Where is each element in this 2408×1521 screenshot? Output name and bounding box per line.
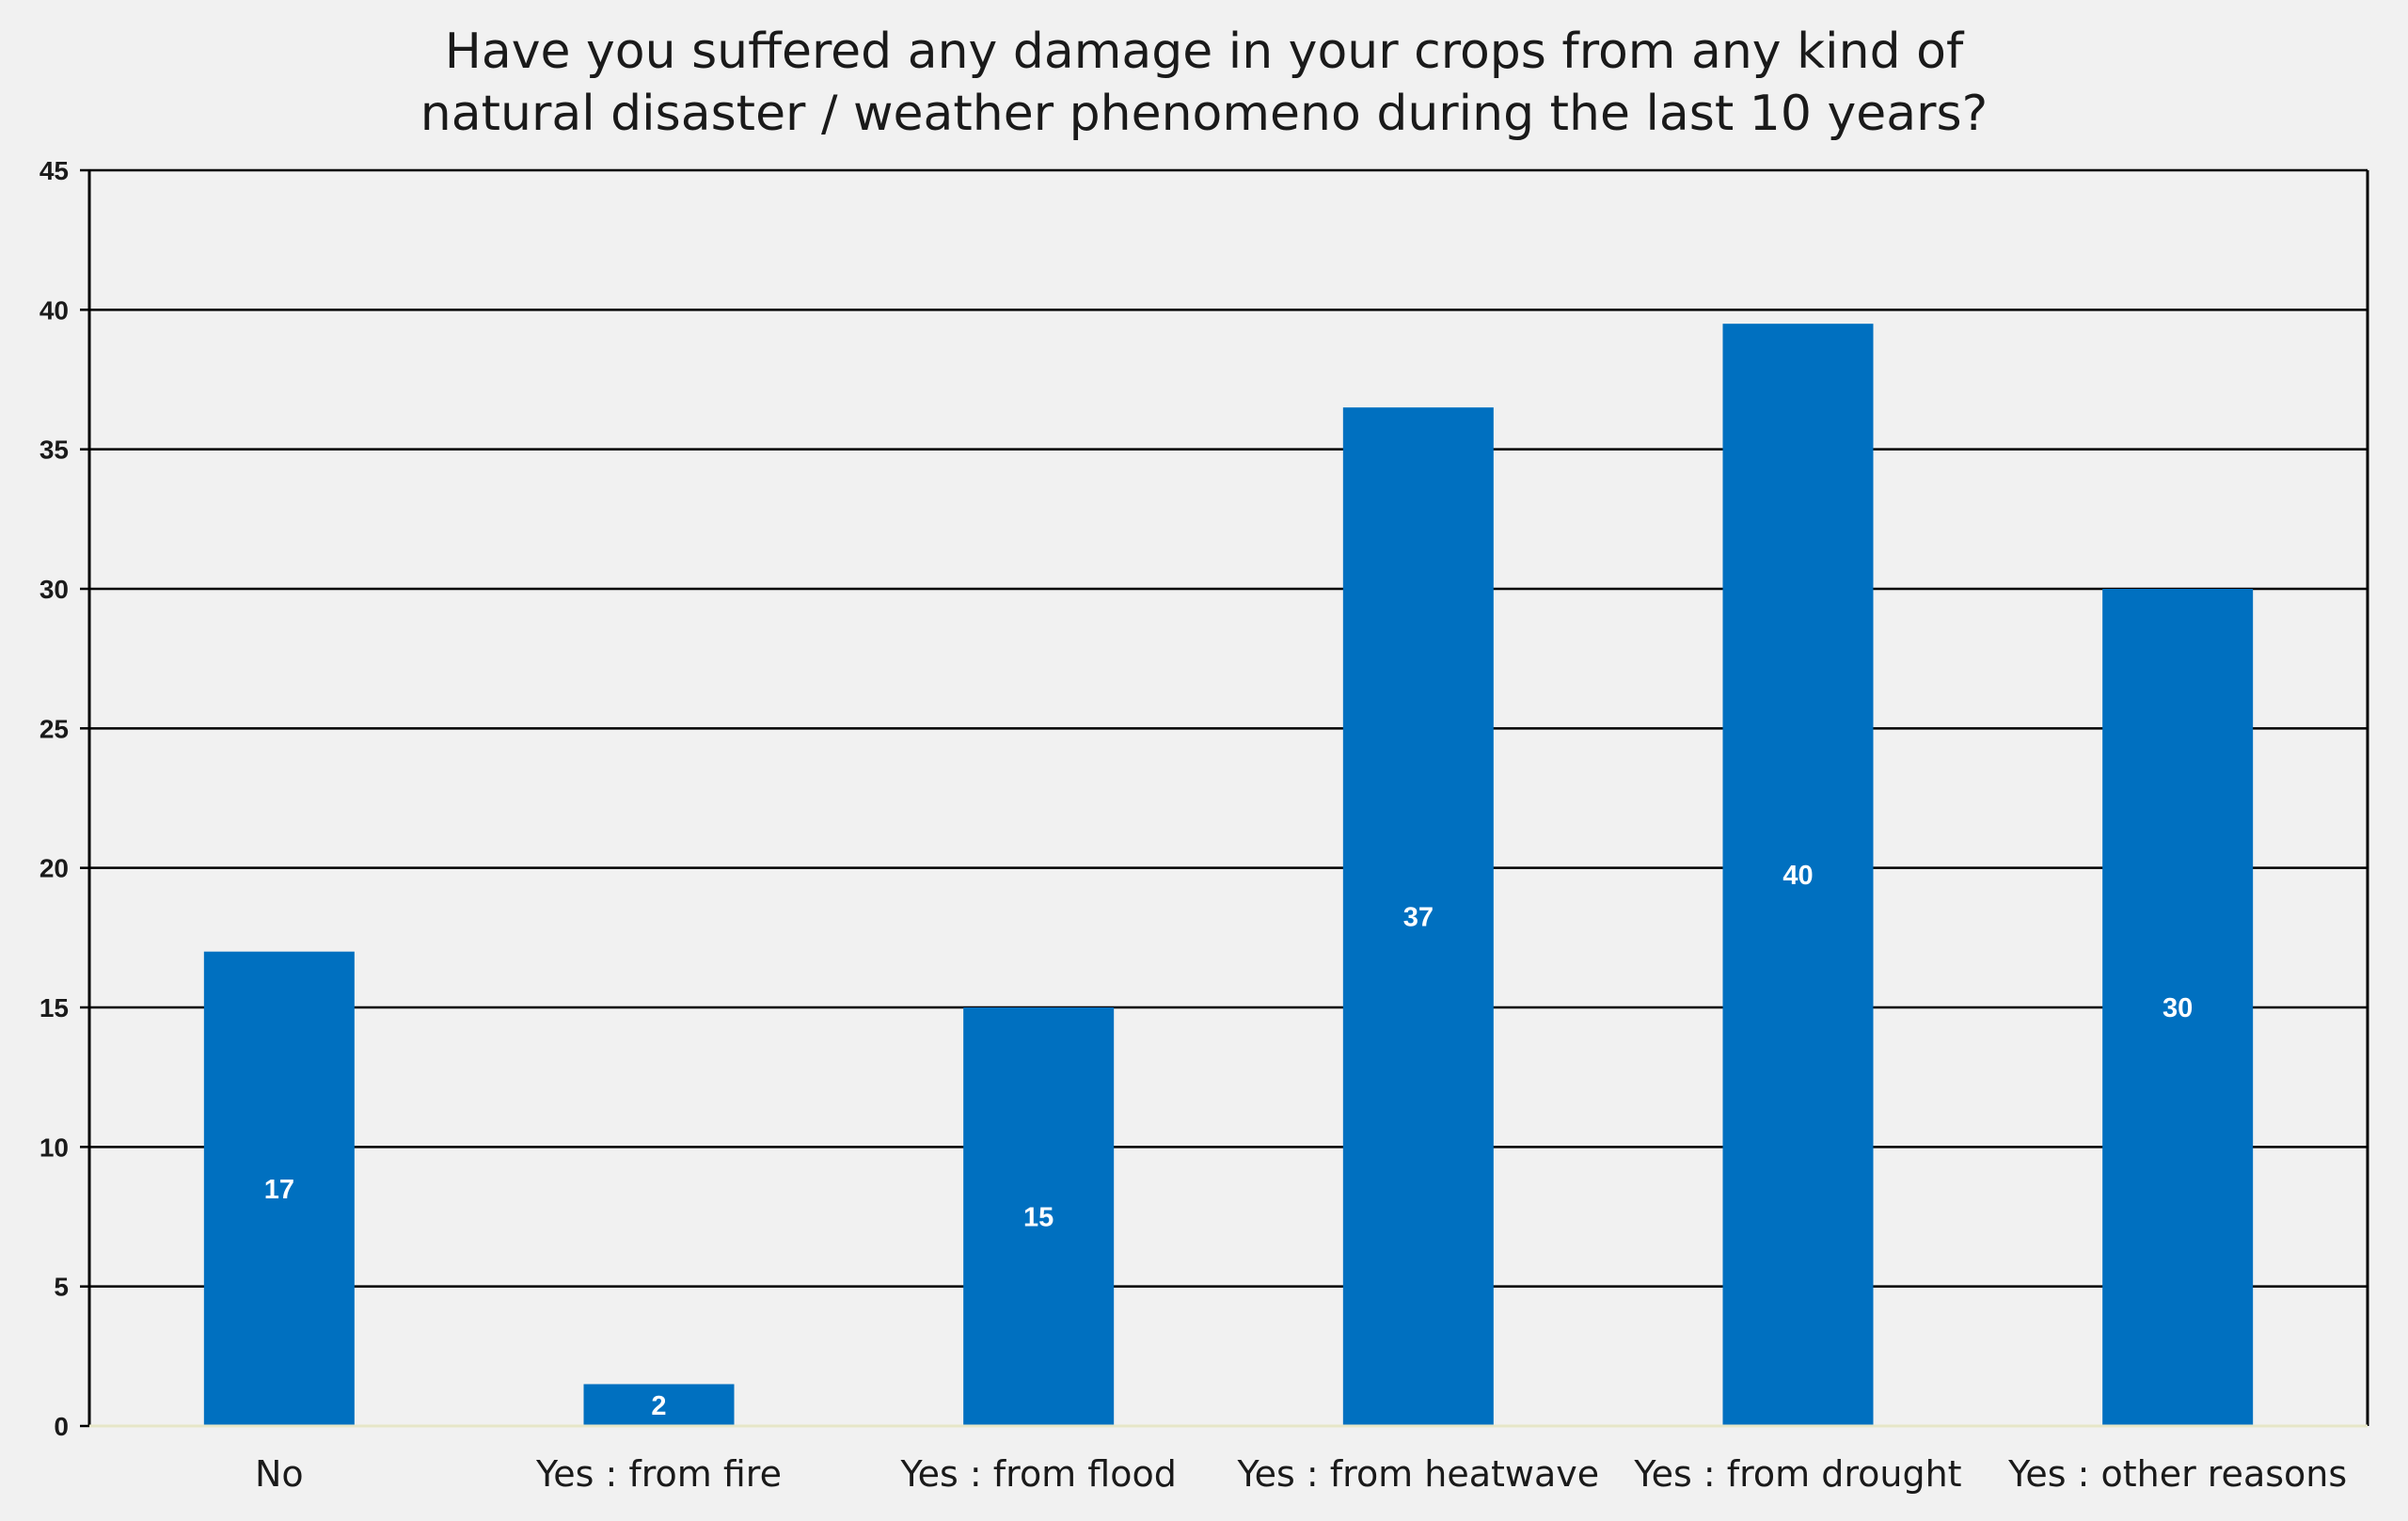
y-tick-label: 30 xyxy=(40,575,69,604)
bar-data-label: 17 xyxy=(264,1175,294,1205)
y-tick-label: 10 xyxy=(40,1133,69,1162)
chart-title-line: natural disaster / weather phenomeno dur… xyxy=(420,86,1988,142)
y-tick-label: 0 xyxy=(54,1412,69,1441)
x-tick-label: Yes : other reasons xyxy=(2007,1453,2347,1495)
bar xyxy=(1722,324,1874,1427)
y-tick-label: 5 xyxy=(54,1273,69,1302)
chart-title: Have you suffered any damage in your cro… xyxy=(420,24,1988,142)
x-axis-ticks: No Yes : from fire Yes : from flood Yes : f… xyxy=(255,1453,2347,1495)
bar xyxy=(1342,407,1494,1427)
y-tick-label: 35 xyxy=(40,436,69,465)
y-tick-label: 25 xyxy=(40,714,69,743)
bar-data-label: 40 xyxy=(1782,861,1813,891)
x-tick-label: Yes : from flood xyxy=(899,1453,1176,1495)
y-axis-ticks: 0 5 10 15 20 25 30 35 40 45 xyxy=(40,156,89,1441)
bar-data-label: 15 xyxy=(1023,1203,1054,1233)
bar-data-label: 37 xyxy=(1403,903,1434,933)
gridlines xyxy=(89,168,2368,1288)
axes xyxy=(87,170,2369,1428)
y-tick-label: 20 xyxy=(40,854,69,883)
bar xyxy=(583,1384,735,1426)
y-tick-label: 15 xyxy=(40,993,69,1022)
bar-data-labels: 17 2 15 37 40 30 xyxy=(264,861,2194,1421)
x-tick-label: Yes : from drought xyxy=(1633,1453,1961,1495)
y-tick-label: 45 xyxy=(40,156,69,185)
bars xyxy=(203,324,2254,1427)
x-tick-label: Yes : from fire xyxy=(535,1453,782,1495)
y-tick-label: 40 xyxy=(40,295,69,325)
x-tick-label: Yes : from heatwave xyxy=(1236,1453,1599,1495)
chart-title-line: Have you suffered any damage in your cro… xyxy=(445,24,1965,80)
bar-data-label: 2 xyxy=(651,1391,666,1421)
bar-data-label: 30 xyxy=(2162,993,2193,1023)
bar xyxy=(203,951,355,1426)
bar xyxy=(2102,589,2254,1426)
x-tick-label: No xyxy=(255,1453,304,1495)
bar xyxy=(963,1007,1115,1426)
